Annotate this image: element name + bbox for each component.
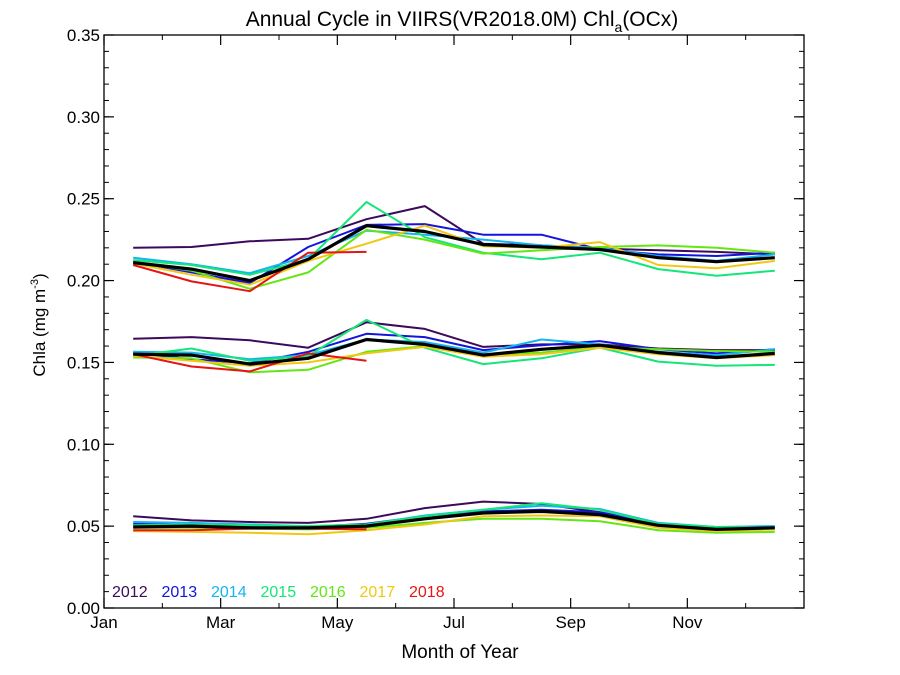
x-tick-label: Nov: [672, 613, 703, 632]
y-axis-label-sup: -3: [29, 279, 41, 289]
series-line-2015: [133, 502, 775, 529]
legend-entry-2013: 2013: [162, 584, 198, 601]
y-tick-label: 0.05: [67, 517, 100, 536]
x-tick-label: Jan: [90, 613, 117, 632]
legend-entry-2014: 2014: [211, 584, 247, 601]
x-tick-label: Jul: [443, 613, 465, 632]
plot-frame: [103, 34, 805, 609]
series-line-2012: [133, 205, 775, 256]
y-axis-label-main: Chla (mg m: [30, 289, 49, 377]
y-tick-label: 0.10: [67, 435, 100, 454]
series-line-2016: [133, 228, 775, 290]
series-line-mean: [133, 337, 775, 366]
series-layer: [132, 201, 775, 536]
x-tick-label: Sep: [556, 613, 586, 632]
ticks-layer: 0.00 0.05 0.10 0.15 0.20 0.25 0.30 0.35 Jan Mar Ma…: [67, 26, 804, 632]
series-line-2015: [133, 201, 775, 277]
legend-entry-2012: 2012: [112, 584, 148, 601]
series-line-2013: [133, 223, 775, 284]
series-line-2018: [132, 352, 367, 373]
series-line-2012: [133, 321, 775, 352]
series-line-mean: [133, 509, 775, 531]
chart-title: Annual Cycle in VIIRS(VR2018.0M) Chla(OC…: [246, 8, 679, 35]
series-line-mean: [133, 224, 775, 283]
y-tick-label: 0.00: [67, 599, 100, 618]
legend: 2012 2013 2014 2015 2016 2017 2018: [112, 584, 445, 601]
series-line-2017: [133, 514, 775, 536]
chart-title-main: Annual Cycle in VIIRS(VR2018.0M) Chl: [246, 8, 615, 31]
y-axis-label: Chla (mg m-3): [29, 273, 49, 376]
series-line-2017: [133, 224, 775, 286]
legend-entry-2016: 2016: [310, 584, 346, 601]
chart-title-subscript: a: [615, 19, 623, 35]
x-tick-label: Mar: [206, 613, 236, 632]
series-line-2018: [132, 250, 367, 293]
y-tick-label: 0.25: [67, 190, 100, 209]
legend-entry-2017: 2017: [360, 584, 396, 601]
x-tick-label: May: [321, 613, 354, 632]
y-tick-label: 0.35: [67, 26, 100, 45]
y-axis-label-tail: ): [30, 273, 49, 279]
legend-entry-2018: 2018: [409, 584, 445, 601]
y-tick-label: 0.15: [67, 353, 100, 372]
x-axis-label: Month of Year: [401, 642, 519, 663]
y-tick-label: 0.30: [67, 108, 100, 127]
series-line-2015: [133, 318, 775, 367]
legend-entry-2015: 2015: [261, 584, 297, 601]
y-tick-label: 0.20: [67, 272, 100, 291]
chart-title-tail: (OCx): [622, 8, 678, 31]
